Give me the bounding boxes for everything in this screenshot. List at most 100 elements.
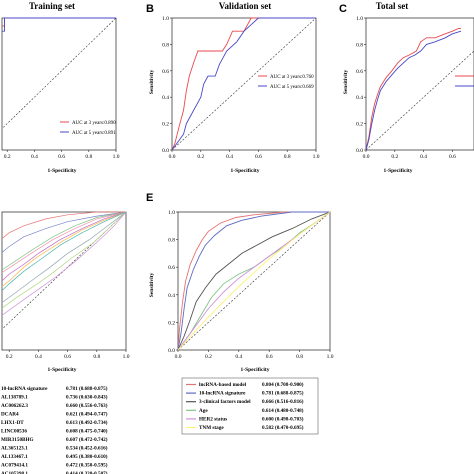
legend-entry: AUC at 3 years:0.890: [72, 121, 116, 126]
y-tick-label: 0.8: [162, 42, 169, 48]
x-tick-label: 1.0: [313, 154, 320, 160]
panel-b-xlabel: 1-Specificity: [230, 168, 259, 174]
x-tick-label: 0.0: [363, 154, 370, 160]
legend-e-label: 10-lncRNA signature: [199, 391, 246, 397]
panel-e-ylabel: Sensitivity: [149, 273, 155, 298]
x-tick-label: 1.0: [123, 354, 130, 360]
x-tick-label: 0.4: [226, 154, 233, 160]
legend-d-label: AC006262.3: [1, 403, 28, 409]
panel-a-xlabel: 1-Specificity: [47, 168, 76, 174]
reference-diagonal: [2, 17, 116, 130]
legend-d-label: AC105398.1: [1, 471, 28, 474]
legend-e-value: 0.582 (0.470-0.695): [262, 424, 304, 431]
roc-curve-D-1: [2, 211, 126, 253]
legend-entry: AUC at 5 years:0.669: [270, 85, 314, 90]
legend-e-value: 0.804 (0.708-0.900): [262, 381, 304, 388]
legend-d-value: 0.607 (0.472-0.742): [66, 436, 108, 443]
legend-d-label: AC079414.1: [1, 463, 28, 469]
legend-e-box: [181, 377, 319, 435]
roc-curve-C-1: [366, 30, 462, 151]
x-tick-label: 0.2: [4, 154, 11, 160]
panel-b-ylabel: Sensitivity: [149, 70, 155, 95]
x-tick-label: 0.8: [93, 354, 100, 360]
x-tick-label: 0.2: [391, 154, 398, 160]
y-tick-label: 0.6: [162, 69, 169, 75]
panel-c-title: Total set: [376, 1, 408, 11]
legend-entry: AUC at 3 years:0.760: [270, 75, 314, 80]
roc-curve-B-1: [172, 17, 316, 151]
legend-e-label: 3-clinical factors model: [199, 399, 251, 405]
panel-frame-E: [177, 211, 331, 351]
roc-curve-D-2: [2, 211, 126, 271]
x-tick-label: 0.2: [205, 354, 212, 360]
x-tick-label: 0.4: [35, 354, 42, 360]
y-tick-label: 0.8: [168, 238, 175, 244]
x-tick-label: 0.8: [284, 154, 291, 160]
roc-curve-D-4: [2, 211, 126, 282]
legend-d-value: 0.621 (0.494-0.747): [66, 411, 108, 418]
panel-frame-C: [365, 17, 474, 151]
roc-curve-D-0: [2, 211, 126, 240]
legend-e-value: 0.614 (0.480-0.748): [262, 407, 304, 414]
legend-e-label: lncRNA-based model: [199, 382, 247, 388]
panel-b-letter: B: [146, 3, 154, 15]
y-tick-label: 0.8: [356, 42, 363, 48]
y-tick-label: 1.0: [162, 16, 169, 22]
legend-d-label: 10-lncRNA signature: [1, 386, 48, 392]
y-tick-label: 0.4: [168, 293, 175, 299]
legend-entry: AUC at 5 years:0.891: [72, 131, 116, 136]
y-tick-label: 0.6: [168, 265, 175, 271]
y-tick-label: 1.0: [168, 210, 175, 216]
x-tick-label: 1.0: [327, 354, 334, 360]
x-tick-label: 0.6: [58, 154, 65, 160]
legend-e-value: 0.666 (0.516-0.816): [262, 398, 304, 405]
y-tick-label: 0.4: [162, 95, 169, 101]
x-tick-label: 0.8: [85, 154, 92, 160]
y-tick-label: 0.6: [356, 69, 363, 75]
roc-curve-B-0: [172, 17, 316, 151]
panel-frame-B: [171, 17, 317, 151]
legend-e-value: 0.600 (0.498-0.703): [262, 415, 304, 422]
panel-d-xlabel: 1-Specificity: [47, 367, 76, 373]
legend-d-label: AL138789.1: [1, 395, 28, 401]
roc-curve-D-3: [2, 211, 126, 274]
panel-c-ylabel: Sensitivity: [343, 70, 349, 95]
y-tick-label: 0.2: [168, 320, 175, 326]
y-tick-label: 0.0: [356, 148, 363, 154]
panel-a-title: Training set: [29, 1, 75, 11]
legend-d-value: 0.495 (0.380-0.610): [66, 453, 108, 460]
roc-curve-D-9: [2, 211, 126, 316]
legend-d-label: AL133467.1: [1, 454, 28, 460]
roc-curve-A-0: [2, 17, 116, 27]
panel-e-letter: E: [146, 192, 153, 204]
legend-d-value: 0.472 (0.350-0.595): [66, 462, 108, 469]
x-tick-label: 0.4: [235, 354, 242, 360]
panel-b-title: Validation set: [219, 1, 271, 11]
legend-d-label: LINC00536: [1, 429, 27, 435]
roc-curve-A-1: [2, 17, 116, 32]
legend-d-value: 0.608 (0.475-0.740): [66, 428, 108, 435]
legend-d-value: 0.613 (0.492-0.734): [66, 419, 108, 426]
legend-e-label: HER2 status: [199, 416, 227, 422]
roc-curve-E-1: [178, 211, 330, 351]
panel-c-xlabel: 1-Specificity: [383, 168, 412, 174]
x-tick-label: 0.0: [175, 354, 182, 360]
y-tick-label: 0.4: [356, 95, 363, 101]
y-tick-label: 0.2: [356, 122, 363, 128]
x-tick-label: 0.4: [420, 154, 427, 160]
legend-e-value: 0.781 (0.688-0.875): [262, 390, 304, 397]
legend-d-label: LHX1-DT: [1, 420, 24, 426]
x-tick-label: 0.6: [255, 154, 262, 160]
legend-d-label: MIR3150BHG: [1, 437, 34, 443]
legend-d-value: 0.660 (0.556-0.763): [66, 402, 108, 409]
x-tick-label: 0.6: [64, 354, 71, 360]
roc-curve-E-3: [178, 211, 330, 351]
roc-curve-E-0: [178, 211, 330, 351]
legend-d-label: DCAR4: [1, 412, 19, 418]
x-tick-label: 0.4: [31, 154, 38, 160]
y-tick-label: 1.0: [356, 16, 363, 22]
reference-diagonal: [366, 50, 474, 151]
y-tick-label: 0.0: [168, 348, 175, 354]
legend-d-value: 0.736 (0.630-0.843): [66, 394, 108, 401]
x-tick-label: 0.6: [449, 154, 456, 160]
